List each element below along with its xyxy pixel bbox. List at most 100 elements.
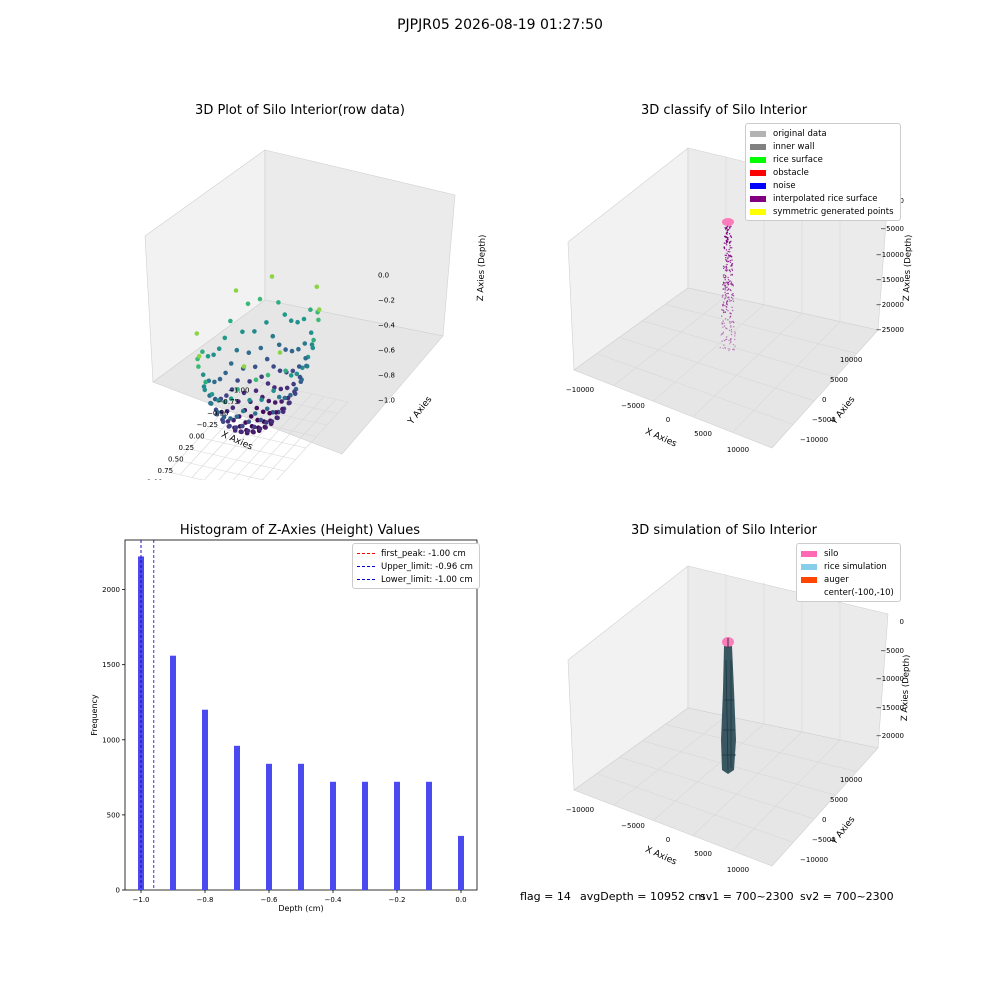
footer-sv1: sv1 = 700~2300	[700, 890, 794, 903]
raw-z-tick-label: −1.0	[378, 397, 395, 405]
classify-point	[722, 331, 725, 333]
figure-title: PJPJR05 2026-08-19 01:27:50	[397, 17, 603, 33]
histogram-x-tick-label: 0.0	[455, 896, 466, 904]
raw-data-point	[271, 388, 276, 394]
histogram-x-tick-label: −0.2	[389, 896, 406, 904]
classify-z-axis-label: Z Axies (Depth)	[902, 234, 914, 301]
classify-point	[727, 276, 729, 279]
legend-entry: silo	[801, 547, 894, 560]
x-tick-label: −10000	[566, 386, 594, 394]
classify-point	[724, 235, 727, 238]
classify-z-tick-label: −15000	[876, 276, 904, 284]
raw-data-3d-plot: −1.00 −0.75 −0.50 −0.25 0.00 0.25 0.50 0.75 1.00…	[144, 149, 488, 480]
raw-data-point	[275, 415, 280, 421]
legend-swatch	[801, 550, 817, 557]
raw-z-tick-label: −0.2	[378, 297, 395, 305]
classify-point	[727, 310, 729, 312]
classify-point	[727, 256, 729, 258]
y-tick-label: −5000	[812, 416, 836, 424]
raw-z-tick-label: 0.0	[378, 272, 389, 280]
raw-data-point	[285, 395, 291, 401]
simulation-z-tick-label: −15000	[876, 704, 904, 712]
classify-point	[724, 318, 727, 320]
raw-data-point	[247, 397, 252, 403]
raw-data-point	[214, 412, 220, 417]
classify-point	[733, 349, 735, 351]
classify-point	[730, 225, 732, 228]
x-tick-label: 10000	[727, 446, 749, 454]
raw-data-point	[302, 341, 308, 346]
histogram-bar	[362, 781, 368, 890]
histogram-bar	[394, 781, 400, 890]
classify-point	[726, 260, 728, 262]
raw-data-point	[296, 364, 302, 369]
classify-point	[728, 349, 730, 352]
classify-point	[724, 291, 726, 294]
histogram-x-tick-label: −0.4	[325, 896, 343, 904]
legend-swatch	[801, 576, 817, 583]
raw-x-tick-label: −0.50	[207, 409, 228, 417]
raw-x-tick-label: 0.50	[168, 455, 184, 463]
histogram-bar	[330, 781, 336, 890]
histogram-bar	[298, 763, 304, 890]
legend-label: rice simulation	[824, 561, 887, 572]
raw-data-point	[290, 368, 296, 374]
classify-point	[726, 302, 728, 304]
classify-interpolated-points	[719, 225, 736, 352]
raw-data-point	[260, 409, 266, 415]
raw-data-point	[240, 408, 246, 414]
raw-data-point	[219, 409, 224, 415]
simulation-z-tick-label: −10000	[876, 675, 904, 683]
classify-point	[727, 254, 730, 256]
classify-point	[724, 279, 726, 281]
classify-point	[730, 312, 732, 314]
classify-point	[727, 238, 729, 240]
raw-x-tick-label: 0.00	[189, 432, 205, 440]
classify-point	[729, 227, 731, 229]
classify-z-tick-label: −20000	[876, 301, 904, 309]
classify-point	[734, 331, 736, 333]
raw-data-point	[211, 352, 216, 358]
panel-title-simulation: 3D simulation of Silo Interior	[631, 523, 817, 538]
classify-point	[730, 281, 733, 283]
y-tick-label: 0	[822, 396, 826, 404]
raw-data-point	[252, 364, 258, 370]
raw-x-tick-label: 1.00	[147, 478, 163, 480]
classify-point	[730, 341, 732, 343]
classify-point	[720, 334, 722, 336]
classify-point	[730, 329, 733, 331]
classify-point	[723, 246, 725, 249]
classify-point	[729, 256, 731, 258]
raw-data-point	[200, 349, 205, 355]
raw-data-point	[245, 428, 251, 434]
raw-data-point	[289, 348, 295, 354]
raw-z-tick-label: −0.6	[378, 347, 396, 355]
raw-data-point	[234, 347, 240, 353]
raw-data-point	[241, 390, 247, 396]
simulation-y-axis-label: Y Axies	[829, 815, 858, 848]
legend-label: noise	[773, 180, 796, 191]
classify-point	[732, 320, 734, 323]
classify-point	[733, 326, 735, 328]
raw-data-point	[216, 398, 221, 403]
raw-data-point	[259, 374, 264, 380]
classify-point	[734, 345, 736, 347]
raw-data-point	[228, 416, 233, 421]
simulation-z-axis-label: Z Axies (Depth)	[900, 654, 912, 721]
raw-data-point	[308, 307, 313, 313]
classify-point	[724, 289, 726, 291]
classify-point	[733, 348, 735, 350]
legend-entry: rice simulation	[801, 560, 894, 573]
classify-point	[724, 294, 727, 296]
simulation-x-axis-label: X Axies	[644, 845, 679, 868]
histogram-tick-labels: −1.0 −0.8 −0.6 −0.4 −0.2 0.0 0 500 1000 1500 2000	[102, 586, 466, 904]
classify-point	[729, 259, 731, 262]
legend-label: Lower_limit: -1.00 cm	[381, 574, 473, 585]
classify-z-tick-label: −10000	[876, 251, 904, 259]
classify-point	[724, 284, 727, 287]
classify-point	[732, 295, 735, 297]
classify-point	[724, 297, 727, 299]
classify-point	[721, 323, 723, 325]
raw-data-point	[283, 368, 288, 374]
simulation-rice-column	[721, 646, 736, 774]
